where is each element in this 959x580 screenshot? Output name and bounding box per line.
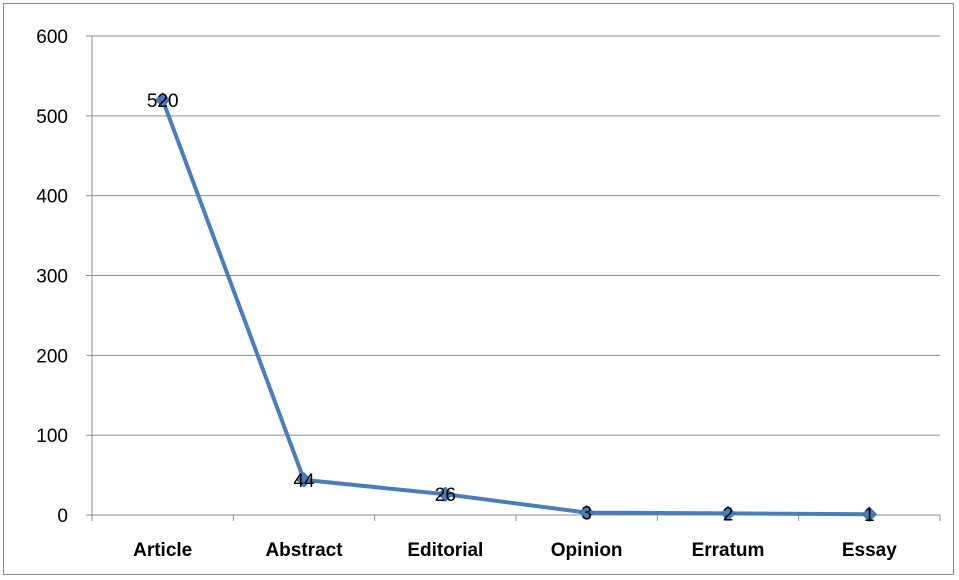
data-label: 1 xyxy=(864,505,875,526)
x-category-label: Erratum xyxy=(692,540,765,561)
y-tick-label: 500 xyxy=(36,107,68,128)
x-category-label: Essay xyxy=(842,540,897,561)
x-category-labels: Article Abstract Editorial Opinion Erratum Es… xyxy=(133,540,897,561)
x-category-label: Opinion xyxy=(551,540,623,561)
y-tick-label: 200 xyxy=(36,346,68,367)
x-category-label: Article xyxy=(133,540,192,561)
axes xyxy=(86,35,941,521)
x-category-label: Editorial xyxy=(407,540,483,561)
data-label: 44 xyxy=(293,471,315,492)
data-label: 2 xyxy=(723,504,734,525)
series-line-path xyxy=(160,99,870,517)
data-point-marker xyxy=(154,92,171,108)
data-point-marker xyxy=(720,505,736,522)
data-labels: 520 44 26 3 2 1 xyxy=(147,91,875,526)
data-label: 520 xyxy=(147,91,179,112)
data-point-marker xyxy=(578,504,595,521)
data-point-marker xyxy=(861,506,878,522)
y-tick-label: 600 xyxy=(36,27,68,48)
series-line xyxy=(160,99,870,517)
y-tick-label: 0 xyxy=(57,506,68,527)
y-tick-labels: 0 100 200 300 400 500 600 xyxy=(36,27,68,527)
data-point-marker xyxy=(296,472,312,488)
data-point-marker xyxy=(437,486,454,502)
data-label: 3 xyxy=(581,504,592,525)
data-label: 26 xyxy=(435,485,456,506)
grid-lines xyxy=(92,35,940,436)
x-category-label: Abstract xyxy=(265,540,343,561)
y-tick-label: 400 xyxy=(36,187,68,208)
data-markers xyxy=(154,92,878,522)
y-tick-label: 100 xyxy=(36,426,68,447)
y-tick-label: 300 xyxy=(36,267,68,288)
